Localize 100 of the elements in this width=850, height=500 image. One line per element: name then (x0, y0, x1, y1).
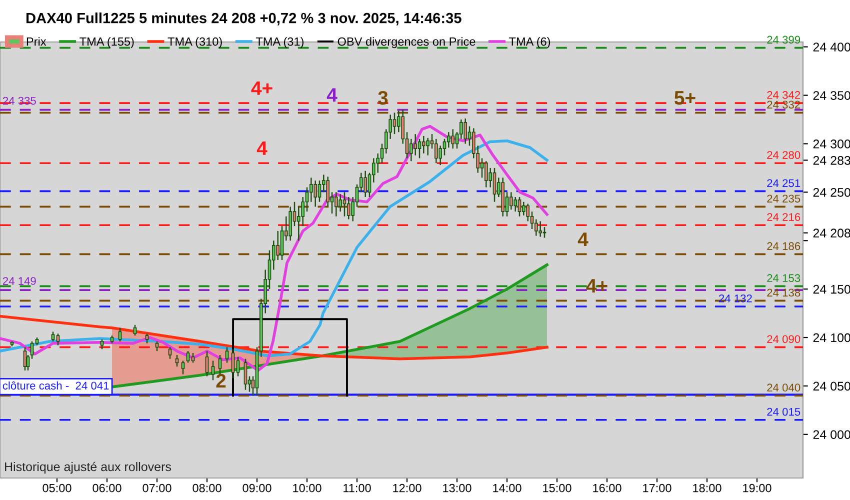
candlestick (438, 145, 442, 166)
legend-label: TMA (310) (168, 37, 222, 48)
candlestick (446, 131, 450, 148)
x-tick-label: 07:00 (142, 484, 172, 492)
candlestick (26, 354, 30, 372)
candlestick (51, 331, 55, 342)
annotation: 3 (378, 90, 388, 105)
candlestick (346, 196, 350, 220)
annotation: Historique ajusté aux rollovers (5, 462, 171, 474)
x-tick-label: 08:00 (192, 484, 222, 492)
candlestick (334, 192, 338, 218)
legend-label: TMA (6) (509, 37, 550, 48)
candlestick (442, 138, 446, 156)
candlestick (181, 360, 185, 375)
x-tick-label: 09:00 (242, 484, 272, 492)
x-tick-label: 06:00 (92, 484, 122, 492)
line-series (110, 263, 548, 388)
candlestick (168, 346, 172, 360)
x-tick-label: 14:00 (493, 484, 522, 492)
candlestick (23, 346, 27, 372)
candlestick (418, 138, 422, 159)
ref-line-label: 24 186 (767, 242, 800, 250)
x-tick-label: 13:00 (443, 484, 472, 492)
y-tick-label: 24 283 (813, 156, 850, 165)
ref-line-label: 24 153 (767, 274, 800, 282)
ref-line-label: 24 040 (767, 384, 800, 392)
annotation: 5+ (674, 91, 696, 105)
candlestick (118, 327, 122, 342)
candlestick (534, 218, 538, 236)
candlestick (314, 180, 318, 208)
x-tick-label: 15:00 (543, 484, 572, 492)
candlestick (538, 220, 542, 238)
y-tick-label: 24 350 (813, 91, 850, 100)
candlestick (422, 135, 426, 154)
candlestick (56, 333, 60, 346)
candlestick (542, 226, 546, 238)
legend-label: TMA (31) (256, 37, 304, 48)
candlestick (509, 192, 513, 210)
annotation: 4 (256, 142, 268, 155)
candlestick (30, 340, 34, 360)
y-tick-label: 24 400 (813, 42, 850, 52)
candlestick (318, 180, 322, 202)
candlestick (518, 196, 522, 218)
ref-line-label: 24 138 (767, 288, 800, 297)
candlestick (326, 176, 330, 208)
candlestick (155, 340, 159, 352)
y-tick-label: 24 250 (813, 188, 850, 197)
y-tick-label: 24 150 (813, 284, 850, 294)
candlestick (522, 201, 526, 216)
ref-line-label: 24 235 (767, 194, 800, 203)
line-series (0, 314, 548, 360)
y-tick-label: 24 300 (813, 140, 850, 148)
candlestick (186, 350, 190, 364)
candlestick (392, 112, 396, 135)
candlestick (526, 203, 530, 222)
candlestick (244, 358, 248, 390)
candlestick (211, 360, 215, 381)
annotation: 4+ (251, 81, 272, 95)
legend-label: OBV divergences on Price (338, 37, 476, 48)
y-tick-label: 24 050 (813, 382, 850, 391)
ref-line-label: 24 090 (767, 335, 800, 344)
x-tick-label: 17:00 (643, 484, 672, 492)
candlestick (492, 167, 496, 202)
annotation: 2 (216, 374, 226, 388)
y-tick-label: 24 208 (813, 228, 850, 238)
candlestick (338, 193, 342, 212)
ref-line-label: 24 399 (767, 36, 800, 44)
legend-label: TMA (155) (80, 37, 134, 48)
ref-line-label: 24 015 (767, 408, 800, 416)
ref-line-label: 24 216 (767, 213, 800, 221)
candlestick (133, 324, 137, 336)
candlestick (225, 346, 229, 364)
x-tick-label: 10:00 (293, 484, 322, 492)
candlestick (409, 138, 413, 162)
annotation: 4 (326, 88, 338, 102)
chart-title: DAX40 Full1225 5 minutes 24 208 +0,72 % 3 nov. 2025, 14:46:35 (26, 12, 462, 26)
legend-label: Prix (26, 37, 46, 46)
annotation: 4+ (586, 279, 608, 292)
candlestick (414, 133, 418, 156)
candlestick (464, 118, 468, 144)
y-tick-label: 24 100 (813, 333, 850, 342)
candlestick (145, 333, 149, 344)
ref-line-label: 24 251 (767, 179, 800, 188)
candlestick (191, 352, 195, 364)
candlestick (205, 350, 209, 377)
candlestick (276, 230, 280, 261)
candlestick (459, 118, 463, 140)
ref-line-label: 24 149 (2, 277, 36, 285)
x-tick-label: 12:00 (393, 484, 422, 492)
candlestick (236, 356, 240, 377)
y-tick-label: 24 000 (813, 430, 850, 440)
candlestick (426, 137, 430, 156)
candlestick (364, 170, 368, 198)
ref-line-label: 24 332 (767, 100, 800, 109)
candlestick (342, 192, 346, 218)
candlestick (175, 354, 179, 368)
x-tick-label: 16:00 (593, 484, 622, 492)
ref-line-label: 24 342 (767, 91, 800, 99)
candlestick (231, 348, 235, 379)
ref-line-label: 24 280 (767, 151, 800, 159)
